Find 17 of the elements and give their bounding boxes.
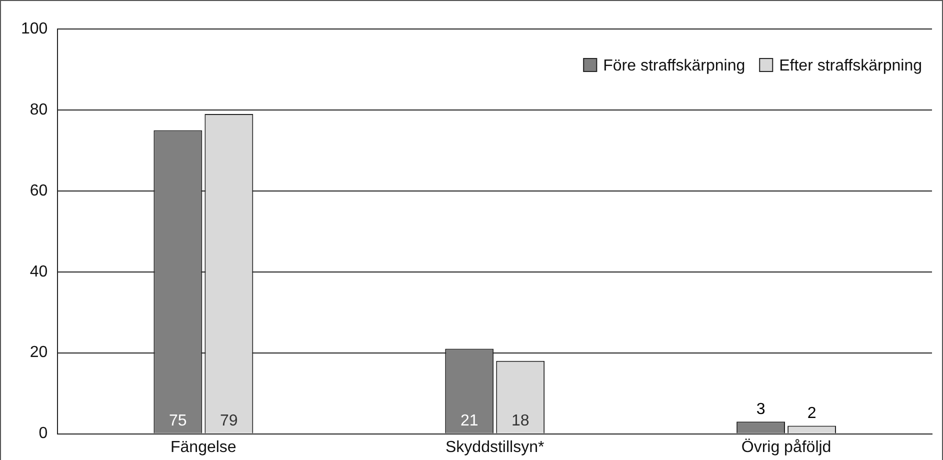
data-label: 75 (169, 412, 187, 430)
legend-label: Före straffskärpning (603, 57, 746, 74)
y-tick-label: 40 (30, 263, 48, 280)
data-label: 3 (756, 401, 766, 418)
y-tick-label: 80 (30, 101, 48, 118)
data-label: 21 (460, 412, 478, 430)
y-tick-label: 0 (38, 425, 48, 442)
legend-label: Efter straffskärpning (779, 57, 922, 74)
y-tick-label: 20 (30, 344, 48, 362)
x-tick-label: Fängelse (170, 438, 236, 456)
x-tick-label: Skyddstillsyn* (445, 438, 544, 456)
data-label: 79 (220, 412, 238, 430)
y-tick-label: 60 (30, 182, 48, 200)
y-tick-label: 100 (20, 20, 48, 38)
x-tick-label: Övrig påföljd (741, 438, 832, 456)
data-label: 18 (511, 412, 530, 430)
data-label: 2 (807, 405, 816, 422)
